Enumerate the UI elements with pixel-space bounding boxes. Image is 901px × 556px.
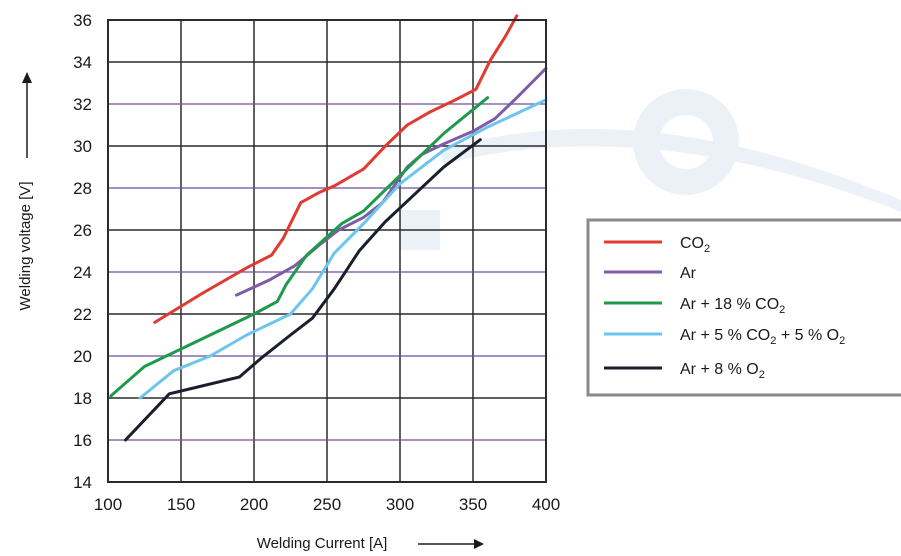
x-tick-label: 200 [240, 495, 268, 514]
series-line-1 [153, 14, 519, 324]
y-tick-label: 18 [73, 389, 92, 408]
series-line-3 [109, 96, 490, 398]
plot-grid [107, 19, 547, 483]
y-tick-label: 24 [73, 263, 92, 282]
legend-box [586, 218, 901, 397]
x-axis-ticks: 100 150 200 250 300 350 400 [94, 495, 560, 514]
legend-label-5: Ar + 8 % O2 [680, 361, 765, 381]
x-tick-label: 100 [94, 495, 122, 514]
x-tick-label: 250 [313, 495, 341, 514]
series-layer [109, 14, 548, 442]
legend-label-4: Ar + 5 % CO2 + 5 % O2 [680, 327, 845, 347]
x-tick-label: 350 [459, 495, 487, 514]
legend-label-3: Ar + 18 % CO2 [680, 296, 785, 316]
y-tick-label: 32 [73, 95, 92, 114]
plot-frame [107, 19, 547, 483]
y-tick-label: 34 [73, 53, 92, 72]
series-line-4 [138, 98, 548, 400]
legend-label-1: CO2 [680, 235, 710, 255]
y-tick-label: 28 [73, 179, 92, 198]
y-tick-label: 26 [73, 221, 92, 240]
y-axis-arrow [22, 72, 32, 158]
legend-label-2: Ar [680, 265, 697, 282]
y-tick-label: 22 [73, 305, 92, 324]
series-line-2 [235, 66, 548, 297]
x-axis-arrow [418, 539, 484, 549]
legend: CO2 Ar Ar + 18 % CO2 Ar + 5 % CO2 + 5 % O2 A… [586, 218, 901, 397]
y-tick-label: 16 [73, 431, 92, 450]
y-tick-label: 30 [73, 137, 92, 156]
y-axis-title: Welding voltage [V] [17, 182, 34, 311]
y-axis-ticks: 14 16 18 20 22 24 26 28 30 32 34 36 [73, 11, 92, 492]
x-tick-label: 150 [167, 495, 195, 514]
series-line-5 [124, 138, 482, 442]
y-tick-label: 14 [73, 473, 92, 492]
y-tick-label: 36 [73, 11, 92, 30]
x-tick-label: 400 [532, 495, 560, 514]
x-axis-title: Welding Current [A] [257, 535, 388, 552]
y-tick-label: 20 [73, 347, 92, 366]
x-tick-label: 300 [386, 495, 414, 514]
